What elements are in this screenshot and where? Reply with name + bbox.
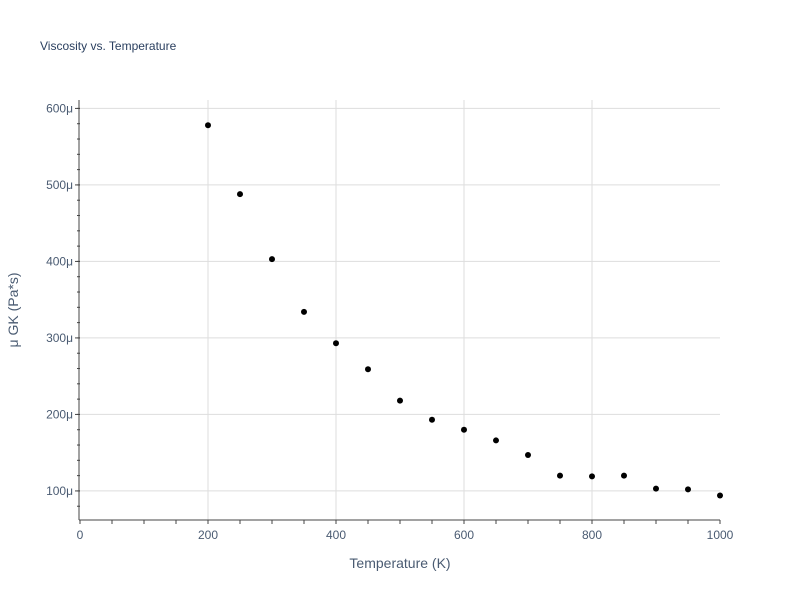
y-axis-title: μ GK (Pa*s) [5, 273, 21, 348]
data-point [237, 191, 243, 198]
data-point [525, 451, 531, 458]
data-point [461, 426, 467, 433]
data-point [397, 397, 403, 404]
y-tick-label: 100μ [46, 484, 73, 498]
data-point [685, 486, 691, 493]
x-gridlines [207, 100, 593, 520]
y-tick-label: 300μ [46, 331, 73, 345]
data-point [557, 472, 563, 479]
y-tick-label: 500μ [46, 178, 73, 192]
y-tick-labels: 100μ 200μ 300μ 400μ 500μ 600μ [46, 101, 73, 498]
x-tick-label: 1000 [707, 528, 734, 542]
x-tick-label: 600 [454, 528, 474, 542]
data-point [589, 473, 595, 480]
data-point [301, 308, 307, 315]
x-tick-labels: 0 200 400 600 800 1000 [77, 528, 734, 542]
data-point [717, 492, 723, 499]
y-gridlines [80, 107, 720, 492]
data-point [493, 437, 499, 444]
y-tick-label: 200μ [46, 407, 73, 421]
data-point [429, 416, 435, 423]
x-axis-title: Temperature (K) [349, 555, 450, 571]
x-tick-label: 200 [198, 528, 218, 542]
data-point [621, 472, 627, 479]
data-point [269, 256, 275, 263]
x-tick-label: 0 [77, 528, 84, 542]
data-point [205, 122, 211, 129]
x-tick-label: 400 [326, 528, 346, 542]
data-point [333, 340, 339, 347]
y-tick-label: 600μ [46, 101, 73, 115]
chart-title: Viscosity vs. Temperature [40, 39, 177, 53]
data-point [653, 485, 659, 492]
data-point [365, 366, 371, 373]
y-minor-ticks [75, 107, 80, 507]
x-minor-ticks [79, 520, 721, 524]
x-tick-label: 800 [582, 528, 602, 542]
data-points [205, 122, 723, 499]
y-tick-label: 400μ [46, 254, 73, 268]
